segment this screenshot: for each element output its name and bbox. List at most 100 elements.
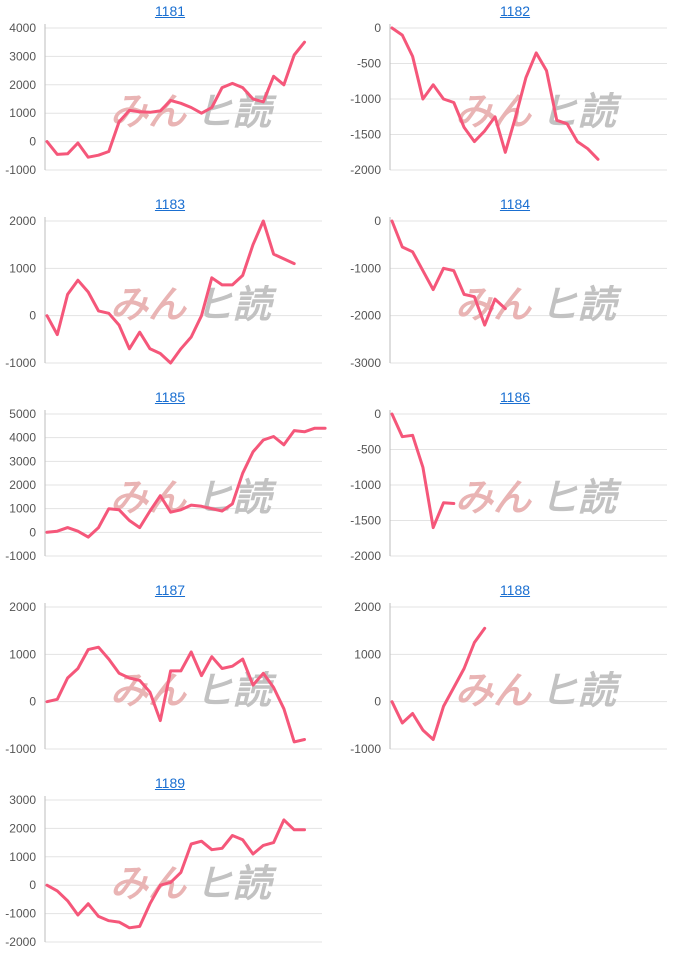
- y-tick-label: 2000: [9, 478, 36, 492]
- y-tick-label: 0: [374, 21, 381, 35]
- svg-text:みん: みん: [455, 669, 532, 713]
- y-tick-label: -2000: [350, 309, 381, 323]
- series-line: [45, 818, 306, 930]
- y-tick-label: 2000: [9, 78, 36, 92]
- svg-text:ヒ読: ヒ読: [540, 669, 622, 713]
- watermark-logo: みん ヒ読: [455, 476, 622, 520]
- chart-panel-1183: 1183 -1000 0 1000 2000 みん ヒ読: [0, 193, 340, 383]
- chart-title-link[interactable]: 1182: [499, 3, 531, 19]
- chart-svg: -2000 -1500 -1000 -500 0 みん ヒ読: [350, 407, 667, 563]
- y-tick-label: -1000: [350, 478, 381, 492]
- y-tick-label: -1000: [5, 356, 36, 370]
- series-line: [390, 219, 507, 327]
- y-tick-label: 0: [29, 525, 36, 539]
- watermark-logo: みん ヒ読: [110, 669, 277, 713]
- y-tick-label: 4000: [9, 21, 36, 35]
- y-tick-label: -1000: [350, 261, 381, 275]
- svg-text:みん: みん: [110, 283, 187, 327]
- y-tick-label: -1000: [350, 92, 381, 106]
- y-tick-label: 1000: [354, 647, 381, 661]
- y-tick-label: 3000: [9, 49, 36, 63]
- series-line: [390, 26, 600, 161]
- watermark-logo: みん ヒ読: [455, 669, 622, 713]
- y-tick-label: 0: [29, 135, 36, 149]
- chart-title-link[interactable]: 1189: [154, 775, 186, 791]
- y-tick-label: -1000: [350, 742, 381, 756]
- y-tick-label: 0: [29, 878, 36, 892]
- y-tick-label: -3000: [350, 356, 381, 370]
- watermark-logo: みん ヒ読: [110, 862, 277, 906]
- y-tick-label: 2000: [354, 600, 381, 614]
- y-tick-label: -1000: [5, 907, 36, 921]
- chart-panel-1186: 1186 -2000 -1500 -1000 -500 0 みん ヒ読: [345, 386, 685, 576]
- y-tick-label: 3000: [9, 793, 36, 807]
- chart-svg: -1000 0 1000 2000 みん ヒ読: [5, 600, 322, 756]
- svg-text:ヒ読: ヒ読: [195, 862, 277, 906]
- y-tick-label: 0: [29, 695, 36, 709]
- y-tick-label: 0: [374, 214, 381, 228]
- chart-panel-1182: 1182 -2000 -1500 -1000 -500 0 みん ヒ読: [345, 0, 685, 190]
- y-tick-label: 3000: [9, 454, 36, 468]
- svg-text:ヒ読: ヒ読: [195, 90, 277, 134]
- chart-svg: -2000 -1500 -1000 -500 0 みん ヒ読: [350, 21, 667, 177]
- y-tick-label: 0: [374, 407, 381, 421]
- watermark-logo: みん ヒ読: [110, 283, 277, 327]
- svg-text:みん: みん: [455, 90, 532, 134]
- series-line: [45, 645, 306, 744]
- y-tick-label: -1000: [5, 742, 36, 756]
- chart-panel-1185: 1185 -1000 0 1000 2000 3000 4000 5000 みん ヒ読: [0, 386, 340, 576]
- y-tick-label: 0: [374, 695, 381, 709]
- series-line: [45, 426, 327, 539]
- y-tick-label: 5000: [9, 407, 36, 421]
- y-tick-label: -500: [357, 443, 381, 457]
- y-tick-label: 1000: [9, 261, 36, 275]
- y-tick-label: 4000: [9, 431, 36, 445]
- chart-title-link[interactable]: 1188: [499, 582, 531, 598]
- y-tick-label: -2000: [350, 549, 381, 563]
- y-tick-label: 1000: [9, 502, 36, 516]
- series-line: [390, 412, 456, 530]
- y-tick-label: 1000: [9, 647, 36, 661]
- y-tick-label: -500: [357, 57, 381, 71]
- y-tick-label: 0: [29, 309, 36, 323]
- chart-title-link[interactable]: 1184: [499, 196, 531, 212]
- chart-svg: -1000 0 1000 2000 みん ヒ読: [5, 214, 322, 370]
- chart-panel-1184: 1184 -3000 -2000 -1000 0 みん ヒ読: [345, 193, 685, 383]
- y-tick-label: 2000: [9, 214, 36, 228]
- chart-panel-1189: 1189 -2000 -1000 0 1000 2000 3000 みん ヒ読: [0, 772, 340, 962]
- y-tick-label: -1500: [350, 128, 381, 142]
- chart-title-link[interactable]: 1181: [154, 3, 186, 19]
- y-tick-label: -2000: [5, 935, 36, 949]
- series-line: [45, 219, 296, 365]
- chart-title-link[interactable]: 1185: [154, 389, 186, 405]
- chart-panel-1188: 1188 -1000 0 1000 2000 みん ヒ読: [345, 579, 685, 769]
- watermark-logo: みん ヒ読: [110, 90, 277, 134]
- chart-svg: -1000 0 1000 2000 3000 4000 5000 みん ヒ読: [5, 407, 327, 563]
- chart-title-link[interactable]: 1183: [154, 196, 186, 212]
- svg-text:ヒ読: ヒ読: [540, 283, 622, 327]
- chart-title-link[interactable]: 1186: [499, 389, 531, 405]
- watermark-logo: みん ヒ読: [455, 90, 622, 134]
- chart-svg: -1000 0 1000 2000 3000 4000 みん ヒ読: [5, 21, 322, 177]
- y-tick-label: -1000: [5, 163, 36, 177]
- watermark-logo: みん ヒ読: [110, 476, 277, 520]
- watermark-logo: みん ヒ読: [455, 283, 622, 327]
- series-line: [390, 626, 487, 741]
- chart-panel-1181: 1181 -1000 0 1000 2000 3000 4000 みん ヒ読: [0, 0, 340, 190]
- y-tick-label: 2000: [9, 821, 36, 835]
- svg-text:みん: みん: [110, 862, 187, 906]
- svg-text:ヒ読: ヒ読: [540, 476, 622, 520]
- y-tick-label: 1000: [9, 106, 36, 120]
- y-tick-label: 1000: [9, 850, 36, 864]
- y-tick-label: -1000: [5, 549, 36, 563]
- y-tick-label: 2000: [9, 600, 36, 614]
- chart-svg: -3000 -2000 -1000 0 みん ヒ読: [350, 214, 667, 370]
- y-tick-label: -1500: [350, 514, 381, 528]
- svg-text:みん: みん: [455, 476, 532, 520]
- y-tick-label: -2000: [350, 163, 381, 177]
- chart-title-link[interactable]: 1187: [154, 582, 186, 598]
- chart-svg: -1000 0 1000 2000 みん ヒ読: [350, 600, 667, 756]
- chart-svg: -2000 -1000 0 1000 2000 3000 みん ヒ読: [5, 793, 322, 949]
- chart-panel-1187: 1187 -1000 0 1000 2000 みん ヒ読: [0, 579, 340, 769]
- series-line: [45, 40, 306, 159]
